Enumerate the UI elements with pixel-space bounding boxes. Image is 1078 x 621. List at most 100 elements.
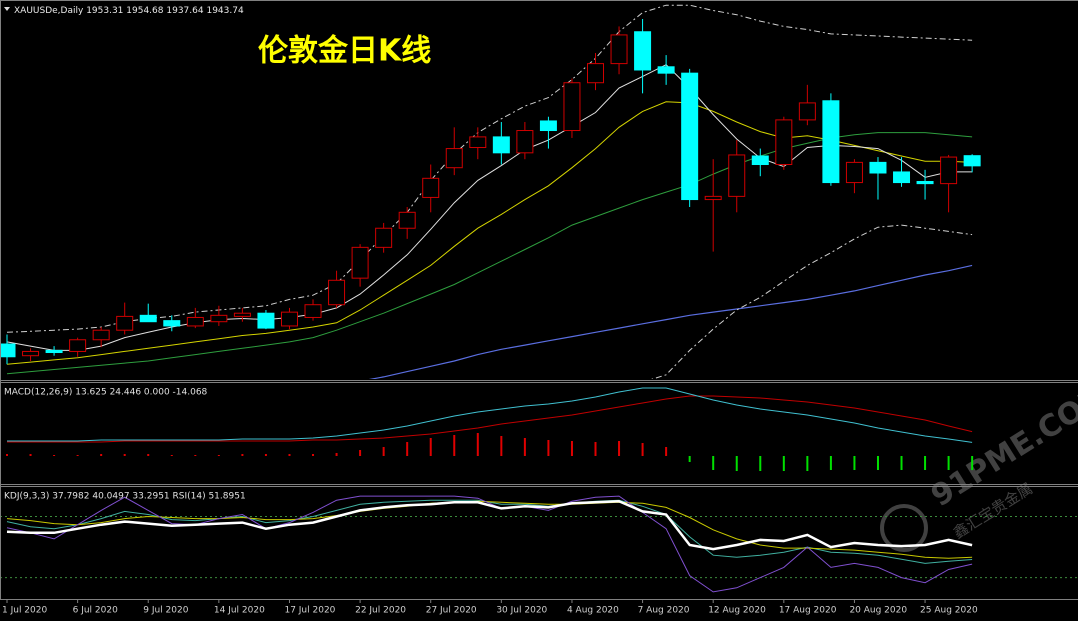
candle-body [516,130,534,154]
macd-histogram-bar [6,454,8,456]
macd-histogram-bar [641,443,644,456]
macd-histogram-bar [194,455,197,456]
macd-histogram-bar [618,441,621,456]
macd-histogram-bar [359,450,362,456]
x-tick-label: 17 Aug 2020 [779,606,837,616]
macd-histogram-bar [735,456,738,471]
x-tick-label: 12 Aug 2020 [708,606,766,616]
candle-body [280,311,298,327]
candle-body [681,72,699,201]
x-tick-label: 14 Jul 2020 [214,606,265,616]
candle-body [775,119,793,166]
x-tick-label: 7 Aug 2020 [638,606,690,616]
candle-body [375,227,393,248]
indicator-line [6,4,973,333]
candle-body [539,120,557,132]
candle-body [492,136,510,154]
macd-histogram-bar [406,442,409,456]
macd-histogram-bar [217,455,220,456]
indicator-line [6,499,973,551]
candle-body [69,339,87,352]
indicator-line [6,101,973,365]
candle-body [916,181,934,185]
indicator-line [7,395,973,443]
macd-histogram-bar [29,454,32,456]
macd-histogram-bar [335,453,338,456]
panel-header: KDJ(9,3,3) 37.7982 40.0497 33.2951 RSI(1… [4,492,246,502]
symbol-icon [4,7,10,11]
macd-histogram-bar [147,454,150,456]
macd-panel [6,387,974,471]
candle-body [186,316,204,327]
macd-histogram-bar [123,454,126,456]
macd-histogram-bar [264,454,267,456]
macd-histogram-bar [288,454,291,456]
candle-body [893,171,911,184]
symbol: XAUUSDe,Daily [14,6,84,16]
candle-body [351,246,369,279]
watermark-logo [880,504,928,552]
x-tick-label: 30 Jul 2020 [496,606,547,616]
x-tick-label: 6 Jul 2020 [73,606,118,616]
macd-histogram-bar [947,456,950,470]
candle-body [422,177,440,198]
last-low: 1937.64 [166,6,203,16]
kdj-panel [1,495,1077,593]
candle-body [163,320,181,327]
macd-histogram-bar [76,455,79,456]
macd-histogram-bar [500,436,503,456]
candle-body [610,34,628,65]
candle-body [657,66,675,74]
macd-histogram-bar [782,456,785,471]
candle-body [257,312,275,329]
macd-histogram-bar [170,455,173,456]
macd-histogram-bar [523,438,526,456]
macd-histogram-bar [476,433,479,456]
candle-body [328,279,346,306]
candle-body [940,156,958,185]
candle-body [22,350,40,357]
candle-body [845,161,863,184]
macd-histogram-bar [594,442,597,456]
candle-body [92,329,110,341]
macd-histogram-bar [806,456,809,471]
macd-histogram-bar [759,456,762,471]
candle-body [445,148,463,169]
last-high: 1954.68 [126,6,163,16]
macd-histogram-bar [100,454,103,456]
x-tick-label: 25 Aug 2020 [920,606,978,616]
x-tick-label: 4 Aug 2020 [567,606,619,616]
chart-title: 伦敦金日K线 [258,34,431,69]
candle-body [398,211,416,229]
chart-header: XAUUSDe,Daily 1953.31 1954.68 1937.64 19… [14,6,244,16]
candle-body [1,343,16,358]
macd-histogram-bar [241,454,244,456]
last-close: 1943.74 [206,6,243,16]
candle-body [728,154,746,197]
candle-body [634,31,652,71]
macd-histogram-bar [876,456,879,470]
macd-histogram-bar [312,454,315,456]
x-tick-label: 22 Jul 2020 [355,606,406,616]
candle-body [210,314,228,323]
candle-body [704,195,722,201]
indicator-line [651,224,973,379]
x-tick-label: 27 Jul 2020 [426,606,477,616]
macd-histogram-bar [924,456,927,470]
candle-body [139,314,157,323]
panel-header: MACD(12,26,9) 13.625 24.446 0.000 -14.06… [4,388,208,398]
candle-body [869,161,887,174]
indicator-line [7,387,973,443]
candle-body [45,349,63,354]
x-tick-label: 9 Jul 2020 [143,606,188,616]
indicator-line [6,495,973,593]
macd-histogram-bar [429,438,432,456]
macd-histogram-bar [53,455,56,456]
macd-histogram-bar [853,456,856,470]
macd-histogram-bar [382,447,385,456]
candle-body [233,312,251,317]
macd-histogram-bar [570,441,573,456]
macd-histogram-bar [547,440,550,456]
